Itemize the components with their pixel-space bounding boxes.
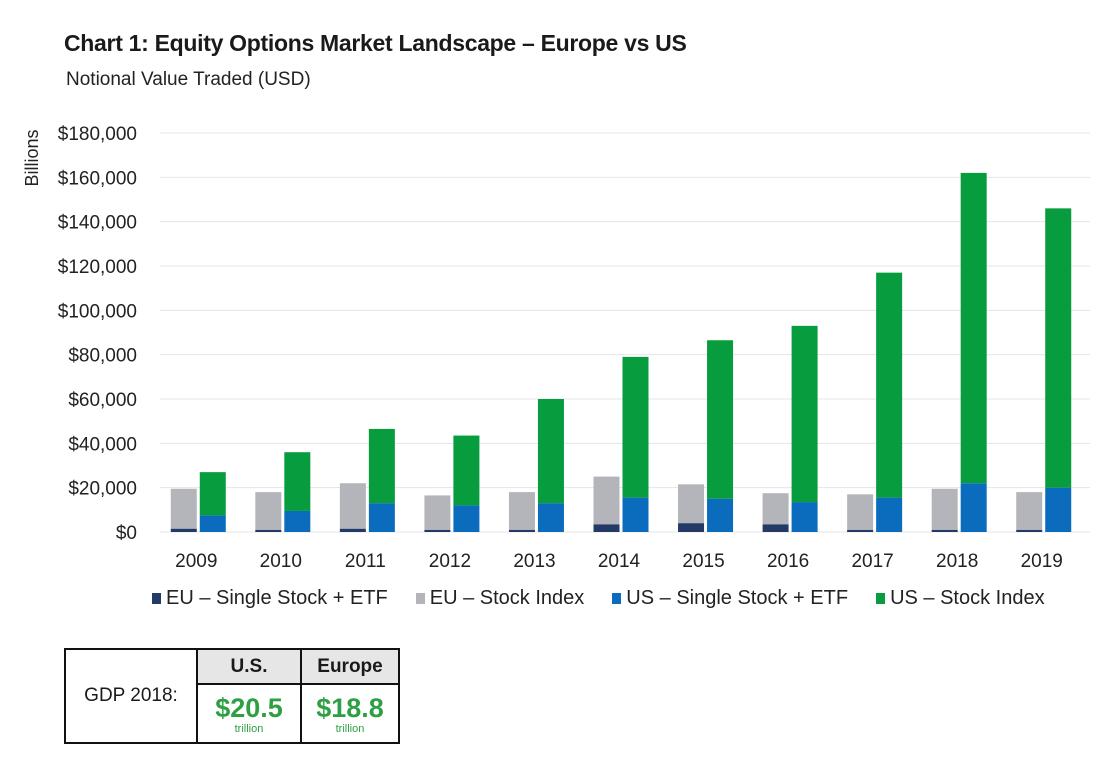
bar-us-stock-index-2012 — [453, 435, 480, 506]
x-tick-label: 2016 — [767, 551, 809, 572]
bar-eu-single-stock-etf-2015 — [678, 523, 705, 532]
bar-us-stock-index-2009 — [199, 472, 226, 516]
legend-swatch-icon — [612, 593, 622, 604]
bar-us-single-stock-etf-2014 — [622, 497, 649, 532]
legend-item: EU – Stock Index — [415, 587, 585, 610]
chart-subtitle: Notional Value Traded (USD) — [66, 69, 311, 90]
legend-item: US – Stock Index — [876, 587, 1045, 610]
bar-us-stock-index-2011 — [368, 428, 395, 504]
bar-us-single-stock-etf-2018 — [960, 483, 987, 532]
chart-title: Chart 1: Equity Options Market Landscape… — [64, 30, 687, 56]
bar-eu-single-stock-etf-2016 — [762, 524, 789, 532]
y-tick-label: $80,000 — [68, 346, 137, 367]
bar-eu-single-stock-etf-2011 — [339, 528, 366, 532]
bar-eu-stock-index-2010 — [255, 492, 282, 530]
gdp-value-us: $20.5 — [215, 692, 283, 723]
bar-us-single-stock-etf-2012 — [453, 505, 480, 532]
legend-label: EU – Stock Index — [429, 587, 585, 609]
stacked-bar-chart: $0 $20,000 $40,000 $60,000 $80,000 $100,000 $1… — [22, 124, 1090, 572]
gdp-cell-europe: $18.8 trillion — [300, 683, 400, 744]
bar-us-stock-index-2018 — [960, 172, 987, 484]
bar-us-stock-index-2017 — [876, 272, 903, 498]
bar-eu-stock-index-2012 — [424, 495, 451, 530]
bar-us-stock-index-2019 — [1045, 208, 1072, 488]
gdp-unit-us: trillion — [234, 722, 264, 735]
x-tick-label: 2015 — [682, 551, 724, 572]
bar-us-single-stock-etf-2015 — [707, 498, 734, 532]
bar-eu-stock-index-2018 — [931, 488, 958, 530]
bar-us-single-stock-etf-2009 — [199, 515, 226, 532]
bar-us-single-stock-etf-2011 — [368, 503, 395, 532]
x-tick-label: 2012 — [429, 551, 471, 572]
bar-us-single-stock-etf-2017 — [876, 497, 903, 532]
x-tick-label: 2011 — [345, 551, 386, 572]
y-axis-ticks: $0 $20,000 $40,000 $60,000 $80,000 $100,000 $1… — [58, 124, 137, 544]
y-tick-label: $160,000 — [58, 168, 137, 189]
gdp-unit-europe: trillion — [335, 722, 365, 735]
y-tick-label: $100,000 — [58, 301, 137, 322]
legend-swatch-icon — [415, 593, 425, 604]
gdp-header-us: U.S. — [196, 648, 302, 685]
legend-item: US – Single Stock + ETF — [612, 587, 848, 610]
gdp-cell-us: $20.5 trillion — [196, 683, 302, 744]
x-tick-label: 2017 — [851, 551, 893, 572]
legend: EU – Single Stock + ETF EU – Stock Index U… — [152, 587, 1073, 610]
bar-us-single-stock-etf-2016 — [791, 502, 818, 532]
y-tick-label: $120,000 — [58, 257, 137, 278]
gdp-table: GDP 2018: U.S. Europe $20.5 trillion $18… — [64, 648, 400, 744]
bar-us-stock-index-2013 — [537, 399, 564, 504]
bar-eu-single-stock-etf-2014 — [593, 524, 620, 532]
bar-eu-single-stock-etf-2019 — [1016, 529, 1043, 532]
x-tick-label: 2010 — [260, 551, 302, 572]
bar-us-stock-index-2010 — [284, 452, 311, 511]
legend-swatch-icon — [152, 593, 161, 604]
y-tick-label: $20,000 — [68, 479, 137, 500]
bar-eu-single-stock-etf-2012 — [424, 529, 451, 532]
bar-eu-single-stock-etf-2018 — [931, 529, 958, 532]
bar-eu-stock-index-2015 — [678, 484, 705, 524]
bar-eu-stock-index-2017 — [847, 494, 874, 530]
gdp-row-label: GDP 2018: — [64, 648, 198, 744]
x-tick-label: 2014 — [598, 551, 641, 572]
legend-swatch-icon — [876, 593, 886, 604]
bar-eu-single-stock-etf-2013 — [508, 529, 535, 532]
legend-label: US – Single Stock + ETF — [626, 587, 849, 609]
bar-eu-stock-index-2014 — [593, 476, 620, 525]
legend-label: US – Stock Index — [890, 587, 1045, 609]
y-tick-label: $180,000 — [58, 124, 137, 145]
legend-label: EU – Single Stock + ETF — [166, 587, 388, 609]
bar-us-single-stock-etf-2019 — [1045, 487, 1072, 532]
bar-eu-single-stock-etf-2017 — [847, 529, 874, 532]
bar-eu-single-stock-etf-2009 — [170, 528, 197, 532]
y-axis-label: Billions — [22, 129, 42, 186]
x-tick-label: 2009 — [175, 551, 217, 572]
bar-eu-single-stock-etf-2010 — [255, 529, 282, 532]
legend-item: EU – Single Stock + ETF — [152, 587, 388, 610]
bars — [170, 172, 1072, 532]
bar-eu-stock-index-2013 — [508, 492, 535, 530]
gdp-value-europe: $18.8 — [316, 692, 384, 723]
y-tick-label: $60,000 — [68, 390, 137, 411]
gdp-header-europe: Europe — [300, 648, 400, 685]
x-tick-label: 2013 — [513, 551, 555, 572]
x-tick-label: 2018 — [936, 551, 978, 572]
y-tick-label: $140,000 — [58, 213, 137, 234]
y-tick-label: $40,000 — [68, 434, 137, 455]
bar-us-single-stock-etf-2010 — [284, 510, 311, 532]
bar-us-stock-index-2014 — [622, 356, 649, 498]
bar-eu-stock-index-2011 — [339, 483, 366, 529]
bar-eu-stock-index-2009 — [170, 488, 197, 529]
bar-eu-stock-index-2016 — [762, 493, 789, 525]
bar-us-single-stock-etf-2013 — [537, 503, 564, 532]
x-tick-label: 2019 — [1021, 551, 1063, 572]
bar-us-stock-index-2015 — [707, 340, 734, 499]
bar-eu-stock-index-2019 — [1016, 492, 1043, 530]
bar-us-stock-index-2016 — [791, 325, 818, 503]
y-tick-label: $0 — [116, 523, 137, 544]
x-axis-ticks: 2009 2010 2011 2012 2013 2014 2015 2016 2017 2018… — [175, 551, 1063, 572]
